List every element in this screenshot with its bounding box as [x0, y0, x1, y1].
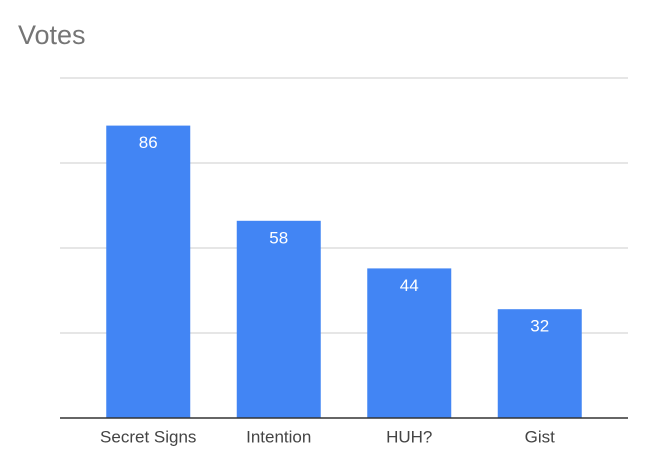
x-tick-label: Secret Signs: [100, 427, 196, 446]
data-label: 58: [269, 228, 288, 247]
data-label: 86: [139, 133, 158, 152]
data-label: 44: [400, 276, 419, 295]
chart-title: Votes: [18, 20, 86, 50]
x-tick-label: Intention: [246, 427, 311, 446]
data-label: 32: [530, 317, 549, 336]
bar: [497, 309, 582, 418]
bar: [367, 268, 452, 418]
x-tick-label: HUH?: [386, 427, 432, 446]
x-tick-label: Gist: [525, 427, 556, 446]
bar: [106, 125, 191, 418]
bar: [236, 220, 321, 418]
